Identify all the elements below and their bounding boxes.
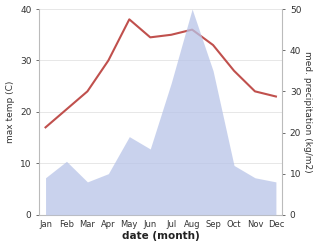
X-axis label: date (month): date (month) — [122, 231, 200, 242]
Y-axis label: max temp (C): max temp (C) — [5, 81, 15, 143]
Y-axis label: med. precipitation (kg/m2): med. precipitation (kg/m2) — [303, 51, 313, 173]
